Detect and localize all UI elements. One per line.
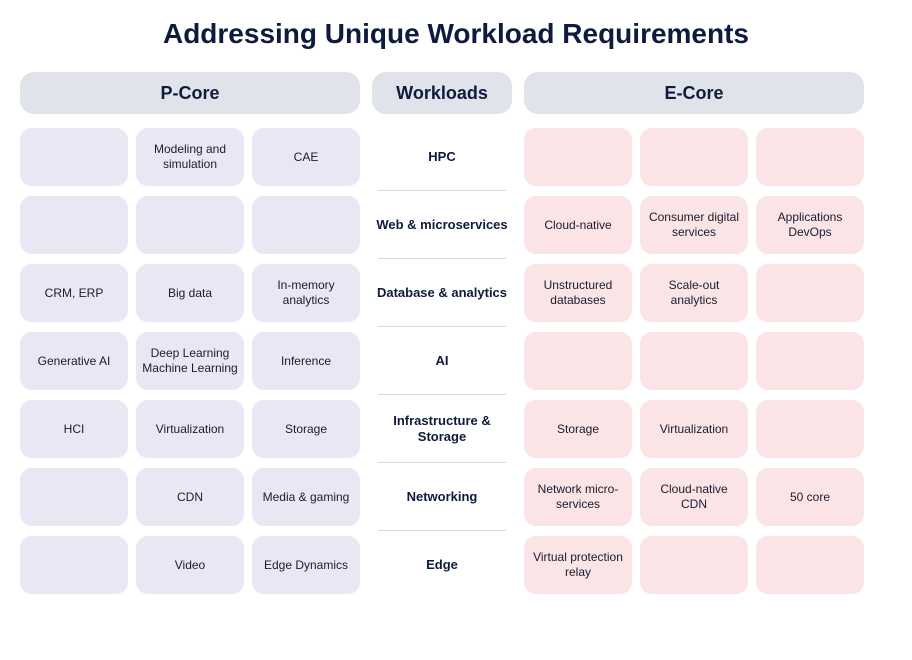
ecore-section bbox=[524, 332, 864, 390]
pcore-cell: Video bbox=[136, 536, 244, 594]
pcore-section: Generative AIDeep Learning Machine Learn… bbox=[20, 332, 360, 390]
ecore-cell: 50 core bbox=[756, 468, 864, 526]
ecore-cell bbox=[756, 332, 864, 390]
ecore-cell: Virtual protection relay bbox=[524, 536, 632, 594]
pcore-section bbox=[20, 196, 360, 254]
ecore-cell bbox=[640, 332, 748, 390]
ecore-section bbox=[524, 128, 864, 186]
pcore-cell: CDN bbox=[136, 468, 244, 526]
pcore-section: HCIVirtualizationStorage bbox=[20, 400, 360, 458]
ecore-cell bbox=[524, 128, 632, 186]
ecore-cell: Virtualization bbox=[640, 400, 748, 458]
pcore-cell: Generative AI bbox=[20, 332, 128, 390]
ecore-cell: Unstructured databases bbox=[524, 264, 632, 322]
row-divider bbox=[378, 190, 506, 191]
ecore-cell bbox=[756, 264, 864, 322]
workload-label: HPC bbox=[372, 128, 512, 186]
header-workloads: Workloads bbox=[372, 72, 512, 114]
pcore-cell: Edge Dynamics bbox=[252, 536, 360, 594]
pcore-cell: CRM, ERP bbox=[20, 264, 128, 322]
workload-label: Infrastructure & Storage bbox=[372, 400, 512, 458]
pcore-cell: Inference bbox=[252, 332, 360, 390]
ecore-cell: Storage bbox=[524, 400, 632, 458]
ecore-cell: Network micro-services bbox=[524, 468, 632, 526]
ecore-section: Virtual protection relay bbox=[524, 536, 864, 594]
rows-container: Modeling and simulationCAEHPC Web & micro… bbox=[20, 128, 892, 594]
ecore-cell bbox=[756, 536, 864, 594]
ecore-section: Cloud-nativeConsumer digital servicesApp… bbox=[524, 196, 864, 254]
table-row: Modeling and simulationCAEHPC bbox=[20, 128, 892, 186]
ecore-cell bbox=[640, 536, 748, 594]
pcore-cell: HCI bbox=[20, 400, 128, 458]
ecore-cell bbox=[524, 332, 632, 390]
workload-label: Web & microservices bbox=[372, 196, 512, 254]
pcore-cell: Deep Learning Machine Learning bbox=[136, 332, 244, 390]
ecore-cell: Cloud-native CDN bbox=[640, 468, 748, 526]
row-divider bbox=[378, 530, 506, 531]
workload-label: Edge bbox=[372, 536, 512, 594]
pcore-cell: In-memory analytics bbox=[252, 264, 360, 322]
table-row: HCIVirtualizationStorageInfrastructure &… bbox=[20, 400, 892, 458]
ecore-section: StorageVirtualization bbox=[524, 400, 864, 458]
header-ecore: E-Core bbox=[524, 72, 864, 114]
workload-label: AI bbox=[372, 332, 512, 390]
row-divider bbox=[378, 326, 506, 327]
pcore-cell bbox=[252, 196, 360, 254]
pcore-cell: CAE bbox=[252, 128, 360, 186]
workload-label: Networking bbox=[372, 468, 512, 526]
pcore-section: CDNMedia & gaming bbox=[20, 468, 360, 526]
pcore-cell: Media & gaming bbox=[252, 468, 360, 526]
ecore-cell: Consumer digital services bbox=[640, 196, 748, 254]
pcore-section: CRM, ERPBig dataIn-memory analytics bbox=[20, 264, 360, 322]
pcore-cell: Modeling and simulation bbox=[136, 128, 244, 186]
pcore-cell bbox=[20, 468, 128, 526]
table-row: CDNMedia & gamingNetworkingNetwork micro… bbox=[20, 468, 892, 526]
pcore-cell: Big data bbox=[136, 264, 244, 322]
pcore-cell: Virtualization bbox=[136, 400, 244, 458]
pcore-cell bbox=[20, 128, 128, 186]
column-headers: P-Core Workloads E-Core bbox=[20, 72, 892, 114]
table-row: CRM, ERPBig dataIn-memory analyticsDatab… bbox=[20, 264, 892, 322]
ecore-cell: Scale-out analytics bbox=[640, 264, 748, 322]
pcore-cell: Storage bbox=[252, 400, 360, 458]
ecore-section: Network micro-servicesCloud-native CDN50… bbox=[524, 468, 864, 526]
ecore-cell bbox=[756, 400, 864, 458]
ecore-section: Unstructured databasesScale-out analytic… bbox=[524, 264, 864, 322]
row-divider bbox=[378, 258, 506, 259]
header-pcore: P-Core bbox=[20, 72, 360, 114]
table-row: Generative AIDeep Learning Machine Learn… bbox=[20, 332, 892, 390]
row-divider bbox=[378, 394, 506, 395]
pcore-cell bbox=[20, 536, 128, 594]
pcore-section: VideoEdge Dynamics bbox=[20, 536, 360, 594]
table-row: VideoEdge DynamicsEdgeVirtual protection… bbox=[20, 536, 892, 594]
pcore-cell bbox=[136, 196, 244, 254]
table-row: Web & microservicesCloud-nativeConsumer … bbox=[20, 196, 892, 254]
page-title: Addressing Unique Workload Requirements bbox=[20, 18, 892, 50]
ecore-cell: Cloud-native bbox=[524, 196, 632, 254]
ecore-cell bbox=[640, 128, 748, 186]
workload-label: Database & analytics bbox=[372, 264, 512, 322]
pcore-section: Modeling and simulationCAE bbox=[20, 128, 360, 186]
pcore-cell bbox=[20, 196, 128, 254]
row-divider bbox=[378, 462, 506, 463]
ecore-cell: Applications DevOps bbox=[756, 196, 864, 254]
ecore-cell bbox=[756, 128, 864, 186]
